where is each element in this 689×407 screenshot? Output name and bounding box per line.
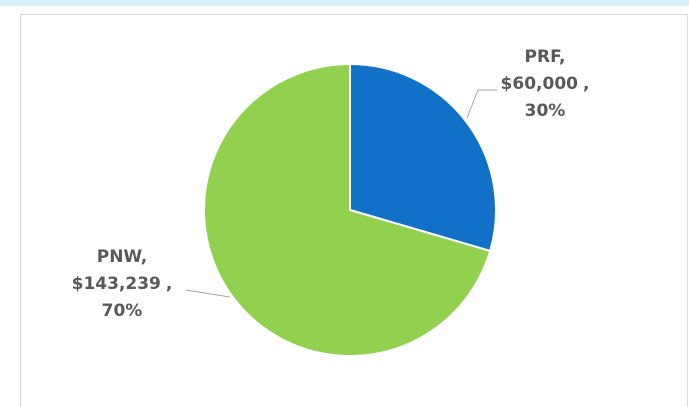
top-band [0,0,689,6]
data-label-name: PRF, [525,47,566,67]
data-label-percent: 30% [525,101,566,121]
pie-slice [349,62,497,253]
leader-line [466,89,497,119]
data-label-value: $143,239, [72,274,173,294]
value-label: $143,239 [72,274,161,294]
pie-slice [203,62,492,357]
data-label-value: $60,000, [501,74,590,94]
category-name: PNW [97,247,143,267]
separator: , [559,47,565,67]
value-label: $60,000 [501,74,579,94]
separator: , [583,74,589,94]
category-name: PRF [525,47,562,67]
data-label-name: PNW, [97,247,148,267]
separator: , [141,247,147,267]
separator: , [166,274,172,294]
data-label-percent: 70% [102,301,143,321]
leader-line [185,289,231,298]
